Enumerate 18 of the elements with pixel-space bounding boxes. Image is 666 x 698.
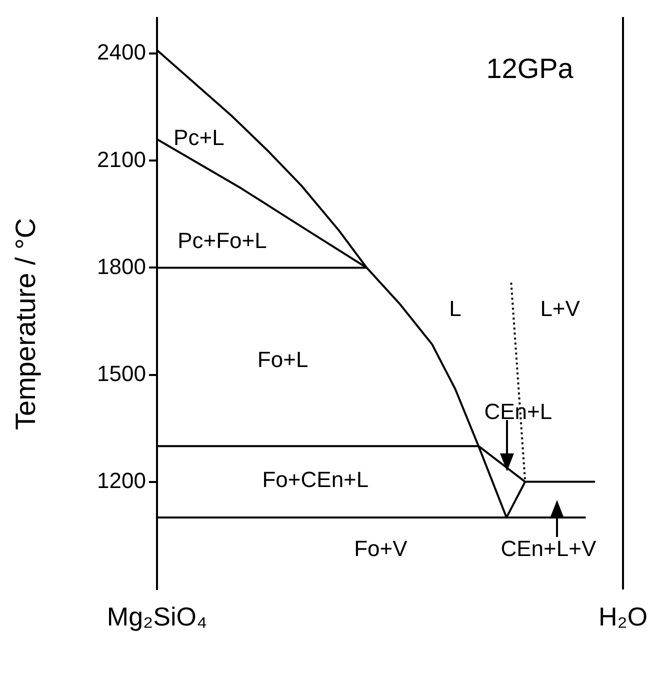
y-tick-label: 1200	[97, 468, 146, 493]
annotation: 12GPa	[486, 53, 574, 84]
annotation: Pc+L	[174, 124, 224, 150]
y-tick-label: 2100	[97, 146, 146, 172]
y-tick-label: 2400	[97, 40, 146, 65]
x-tick-label: Mg₂SiO₄	[106, 602, 208, 632]
annotation: CEn+L	[484, 398, 552, 424]
y-tick-label: 1800	[97, 254, 146, 279]
annotation: Fo+V	[354, 536, 408, 561]
annotation: Fo+L	[257, 347, 308, 372]
annotation: CEn+L+V	[500, 536, 596, 561]
x-tick-label: H₂O	[598, 602, 648, 632]
annotation: Fo+CEn+L	[262, 467, 369, 492]
y-tick-label: 1500	[97, 360, 146, 386]
annotation: L+V	[540, 296, 580, 322]
y-axis-title: Temperature / °C	[10, 218, 42, 430]
annotation: Pc+Fo+L	[178, 228, 267, 253]
annotation: L	[449, 296, 462, 322]
